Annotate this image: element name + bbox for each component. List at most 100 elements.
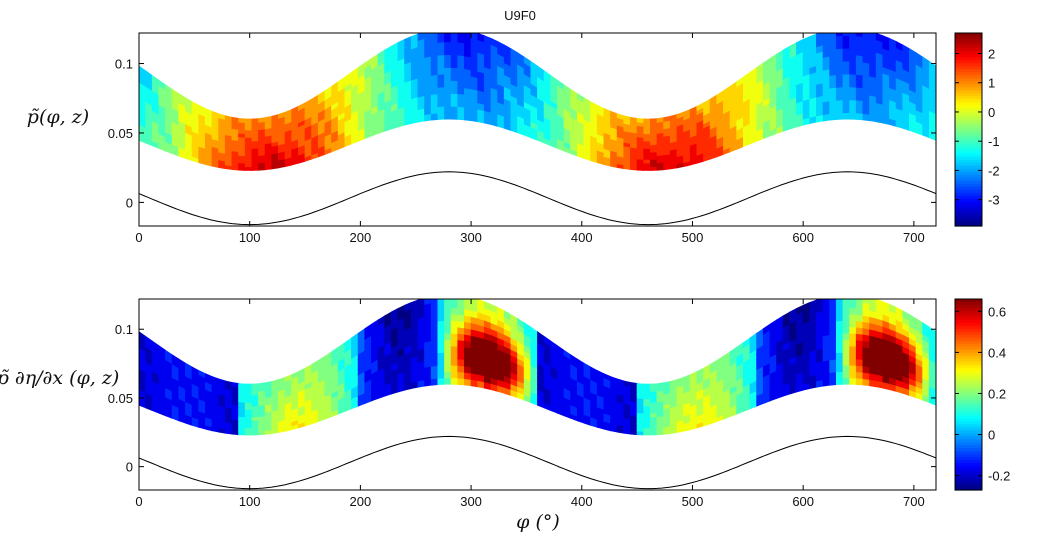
colorbar-step bbox=[955, 69, 982, 73]
colorbar-step bbox=[955, 174, 982, 179]
field-cell bbox=[643, 383, 651, 389]
field-cell bbox=[430, 358, 439, 367]
field-cell bbox=[437, 92, 445, 101]
field-cell bbox=[849, 41, 857, 49]
x-tick-label: 700 bbox=[903, 494, 925, 509]
colorbar-step bbox=[955, 379, 982, 384]
field-cell bbox=[842, 320, 851, 328]
field-cell bbox=[444, 47, 452, 56]
colorbar-frame-top bbox=[954, 32, 983, 227]
field-cell bbox=[643, 133, 651, 138]
y-axis-label-bottom: p̃ ∂η/∂x (φ, z) bbox=[0, 367, 119, 389]
panel-pressure-slope: 0 100 200 300 400 500 600 700 0 0.05 0.1 p̃ ∂η/∂x… bbox=[0, 298, 937, 533]
field-cell bbox=[231, 116, 240, 123]
colorbar-step bbox=[955, 397, 982, 402]
field-cell bbox=[855, 54, 864, 63]
field-cell bbox=[855, 345, 864, 354]
colorbar-step bbox=[955, 349, 982, 354]
colorbar-step bbox=[955, 424, 982, 428]
colorbar-step bbox=[955, 147, 982, 152]
field-cell bbox=[835, 41, 844, 50]
field-cell bbox=[450, 112, 459, 120]
colorbar-step bbox=[955, 33, 982, 37]
colorbar-step bbox=[955, 189, 982, 194]
field-cell bbox=[842, 300, 851, 309]
field-cell bbox=[244, 147, 253, 153]
field-cell bbox=[829, 365, 837, 373]
colorbar-step bbox=[955, 42, 982, 46]
field-cell bbox=[849, 377, 857, 385]
colorbar-ticks-bottom: 0.6 0.4 0.2 0 -0.2 bbox=[955, 304, 1010, 484]
field-cell bbox=[842, 67, 851, 75]
colorbar-step bbox=[955, 198, 982, 203]
colorbar-tick-label: -0.2 bbox=[988, 469, 1010, 484]
y-ticks-top: 0 0.05 0.1 bbox=[108, 57, 936, 210]
field-cell bbox=[244, 401, 253, 407]
field-cell bbox=[849, 99, 857, 107]
field-cell bbox=[835, 73, 844, 82]
field-cell bbox=[430, 112, 439, 121]
field-cell bbox=[450, 371, 459, 379]
field-cell bbox=[835, 60, 844, 69]
field-cell bbox=[643, 155, 651, 160]
field-cell bbox=[457, 345, 465, 354]
colorbar-step bbox=[955, 204, 982, 209]
field-cell bbox=[444, 307, 452, 315]
x-tick-label: 600 bbox=[792, 230, 814, 245]
field-cell bbox=[842, 86, 851, 94]
colorbar-step bbox=[955, 319, 982, 324]
colorbar-frame-bottom bbox=[954, 298, 983, 491]
colorbar-step bbox=[955, 126, 982, 131]
x-tick-label: 300 bbox=[460, 230, 482, 245]
colorbar-step bbox=[955, 457, 982, 461]
field-cell bbox=[849, 339, 857, 347]
surface-line-bottom bbox=[138, 435, 937, 490]
field-cell bbox=[450, 326, 459, 334]
colorbar-step bbox=[955, 120, 982, 125]
field-cell bbox=[855, 112, 864, 121]
colorbar-step bbox=[955, 370, 982, 375]
field-cell bbox=[417, 299, 425, 307]
field-cell bbox=[457, 333, 465, 342]
field-cell bbox=[643, 158, 651, 164]
x-tick-label: 100 bbox=[239, 230, 261, 245]
field-cell bbox=[855, 106, 864, 114]
field-cell bbox=[650, 383, 658, 389]
field-cell bbox=[444, 80, 452, 88]
field-cell bbox=[862, 33, 870, 39]
field-cell bbox=[437, 99, 445, 108]
field-cell bbox=[849, 307, 857, 315]
field-cell bbox=[849, 358, 857, 366]
field-cell bbox=[457, 339, 465, 348]
field-cell bbox=[457, 86, 465, 95]
field-cell bbox=[457, 299, 465, 303]
colorbar-step bbox=[955, 388, 982, 393]
colorbar-step bbox=[955, 99, 982, 103]
field-cell bbox=[444, 54, 452, 62]
colorbar-step bbox=[955, 201, 982, 206]
field-cell bbox=[424, 299, 432, 305]
pressure-slope-field bbox=[139, 299, 936, 436]
field-cell bbox=[457, 33, 465, 38]
field-cell bbox=[244, 412, 253, 418]
field-cell bbox=[849, 332, 857, 341]
y-tick-label: 0.1 bbox=[115, 322, 133, 337]
field-cell bbox=[244, 387, 253, 392]
field-cell bbox=[842, 358, 851, 366]
field-cell bbox=[928, 337, 936, 348]
field-cell bbox=[444, 300, 452, 309]
colorbar-tick-label: -3 bbox=[988, 193, 1000, 208]
colorbar-step bbox=[955, 385, 982, 390]
colorbar-step bbox=[955, 171, 982, 176]
field-cell bbox=[849, 47, 857, 56]
colorbar-step bbox=[955, 159, 982, 164]
field-cell bbox=[835, 99, 844, 108]
x-tick-label: 200 bbox=[350, 230, 372, 245]
colorbar-step bbox=[955, 328, 982, 333]
field-cell bbox=[855, 93, 864, 102]
field-cell bbox=[829, 352, 837, 361]
field-cell bbox=[849, 33, 857, 37]
colorbar-step bbox=[955, 358, 982, 363]
field-cell bbox=[457, 320, 465, 329]
colorbar-step bbox=[955, 54, 982, 58]
